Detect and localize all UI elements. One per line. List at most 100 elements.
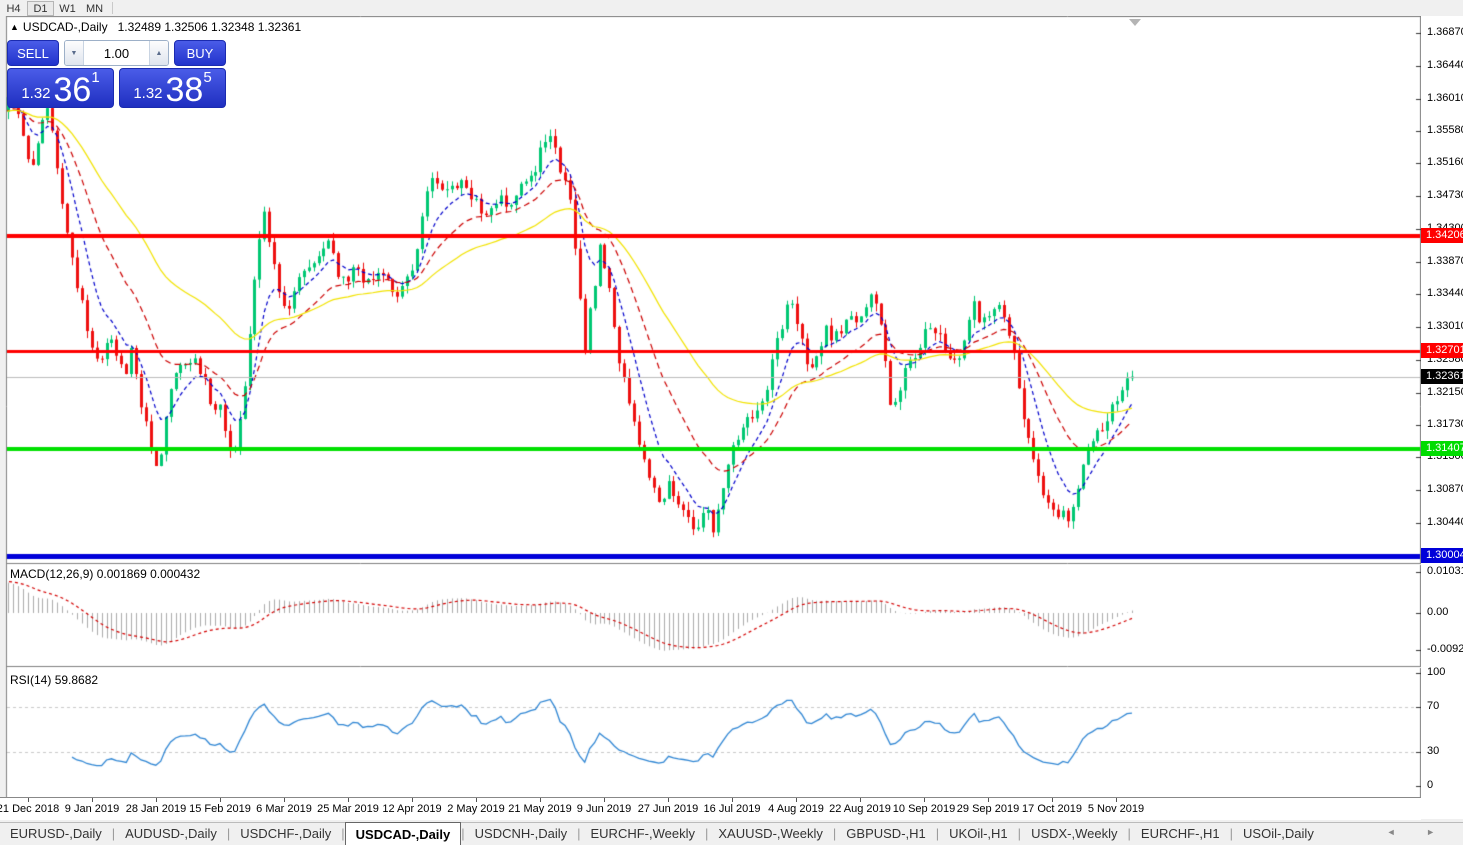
date-axis-tick-mark: [92, 798, 93, 802]
chart-tab-usdcad-daily[interactable]: USDCAD-,Daily: [344, 822, 462, 845]
date-axis-tick-mark: [284, 798, 285, 802]
buy-button[interactable]: BUY: [174, 40, 226, 66]
buy-price-sup: 5: [203, 69, 212, 86]
tab-separator: |: [226, 826, 231, 841]
date-axis-tick-mark: [1052, 798, 1053, 802]
price-level-flag: 1.31407: [1421, 441, 1463, 457]
date-axis-tick-mark: [348, 798, 349, 802]
toolbar-separator: [112, 2, 113, 14]
date-axis-tick-mark: [988, 798, 989, 802]
price-axis-tick: 1.33870: [1427, 254, 1463, 267]
tab-separator: |: [705, 826, 709, 841]
date-axis-label: 4 Aug 2019: [768, 803, 824, 815]
date-axis-label: 27 Jun 2019: [637, 803, 699, 815]
date-axis-tick-mark: [156, 798, 157, 802]
rsi-axis-tick: 0: [1427, 778, 1434, 791]
sell-price-prefix: 1.32: [21, 85, 51, 102]
date-axis-label: 22 Aug 2019: [829, 803, 891, 815]
price-level-flag: 1.32361: [1421, 368, 1463, 384]
volume-input[interactable]: [84, 41, 149, 65]
chart-tab-eurusd-daily[interactable]: EURUSD-,Daily: [10, 826, 102, 841]
date-axis-label: 5 Nov 2019: [1087, 803, 1145, 815]
chart-tab-gbpusd-h1[interactable]: GBPUSD-,H1: [846, 826, 926, 841]
price-level-flag: 1.34206: [1421, 227, 1463, 243]
date-axis-label: 10 Sep 2019: [892, 803, 956, 815]
date-axis-tick-mark: [1116, 798, 1117, 802]
chart-tab-ukoil-h1[interactable]: UKOil-,H1: [949, 826, 1008, 841]
rsi-value: 59.8682: [54, 673, 99, 687]
tab-separator: |: [1017, 826, 1022, 841]
date-axis-label: 9 Jun 2019: [576, 803, 632, 815]
price-chart-canvas[interactable]: [0, 16, 1421, 797]
date-axis-label: 15 Feb 2019: [189, 803, 251, 815]
buy-price-big: 38: [165, 71, 204, 109]
date-axis-label: 12 Apr 2019: [382, 803, 442, 815]
date-axis-label: 25 Mar 2019: [317, 803, 379, 815]
timeframe-button-h4[interactable]: H4: [6, 2, 21, 15]
rsi-axis-tick: 30: [1427, 744, 1440, 757]
tab-separator: |: [461, 826, 465, 841]
buy-price-prefix: 1.32: [133, 85, 163, 102]
timeframe-button-mn[interactable]: MN: [85, 2, 104, 15]
timeframe-button-d1[interactable]: D1: [27, 0, 54, 16]
tab-separator: |: [1127, 826, 1131, 841]
chart-tab-xauusd-weekly[interactable]: XAUUSD-,Weekly: [718, 826, 823, 841]
tab-scroll-arrows[interactable]: ◄ ►: [1386, 827, 1449, 837]
chart-tab-eurchf-weekly[interactable]: EURCHF-,Weekly: [590, 826, 696, 841]
date-axis-tick-mark: [220, 798, 221, 802]
macd-axis-tick: -0.009203: [1427, 642, 1463, 655]
price-axis-tick: 1.33440: [1427, 287, 1463, 300]
tab-separator: |: [832, 826, 837, 841]
chart-tab-usoil-daily[interactable]: USOil-,Daily: [1243, 826, 1314, 841]
buy-price-display[interactable]: 1.32 38 5: [119, 68, 226, 108]
date-axis-tick-mark: [604, 798, 605, 802]
price-axis-tick: 1.36440: [1427, 58, 1463, 71]
macd-axis-tick: 0.010311: [1427, 565, 1463, 577]
chart-tab-eurchf-h1[interactable]: EURCHF-,H1: [1140, 826, 1220, 841]
date-axis-tick-mark: [860, 798, 861, 802]
price-axis-tick: 1.30440: [1427, 515, 1463, 528]
triangle-up-icon: ▲: [155, 49, 163, 57]
tab-separator: |: [577, 826, 581, 841]
date-axis-tick-mark: [28, 798, 29, 802]
volume-increase-button[interactable]: ▲: [149, 41, 168, 65]
price-axis-tick: 1.35580: [1427, 124, 1463, 137]
chart-window: ▲ USDCAD-,Daily 1.32489 1.32506 1.32348 1.…: [0, 16, 1463, 820]
date-axis-tick-mark: [412, 798, 413, 802]
sell-price-sup: 1: [91, 69, 100, 86]
date-axis-label: 21 Dec 2018: [0, 803, 60, 815]
date-axis[interactable]: 21 Dec 2018 9 Jan 2019 28 Jan 2019 15 Feb 2…: [0, 797, 1421, 820]
tab-separator: |: [341, 826, 345, 841]
price-axis-tick: 1.30870: [1427, 483, 1463, 496]
chart-tab-usdcnh-daily[interactable]: USDCNH-,Daily: [474, 826, 568, 841]
chart-tab-audusd-daily[interactable]: AUDUSD-,Daily: [125, 826, 217, 841]
macd-name: MACD(12,26,9): [10, 567, 94, 581]
price-axis[interactable]: 1.36870 1.36440 1.36010 1.35580 1.35160 1.347…: [1421, 16, 1463, 819]
date-axis-tick-mark: [732, 798, 733, 802]
volume-decrease-button[interactable]: ▼: [65, 41, 84, 65]
macd-indicator-label: MACD(12,26,9) 0.001869 0.000432: [10, 567, 200, 581]
volume-control: ▼ ▲: [64, 40, 169, 66]
macd-axis-tick: 0.00: [1427, 606, 1449, 618]
price-level-flag: 1.32701: [1421, 342, 1463, 358]
chart-title-ohlc: ▲ USDCAD-,Daily 1.32489 1.32506 1.32348 1.…: [10, 20, 301, 34]
price-axis-tick: 1.33010: [1427, 320, 1463, 333]
rsi-axis-tick: 100: [1427, 666, 1446, 678]
macd-values: 0.001869 0.000432: [96, 567, 201, 581]
price-axis-tick: 1.35160: [1427, 156, 1463, 169]
chart-tab-usdchf-daily[interactable]: USDCHF-,Daily: [240, 826, 332, 841]
date-axis-label: 21 May 2019: [508, 803, 572, 815]
sell-button[interactable]: SELL: [7, 40, 59, 66]
date-axis-tick-mark: [924, 798, 925, 802]
date-axis-label: 29 Sep 2019: [956, 803, 1020, 815]
sell-price-display[interactable]: 1.32 36 1: [7, 68, 114, 108]
date-axis-label: 6 Mar 2019: [256, 803, 312, 815]
timeframe-button-w1[interactable]: W1: [59, 2, 76, 15]
chart-shift-marker-icon[interactable]: [1129, 19, 1141, 26]
chart-tab-usdx-weekly[interactable]: USDX-,Weekly: [1031, 826, 1118, 841]
date-axis-tick-mark: [476, 798, 477, 802]
rsi-indicator-label: RSI(14) 59.8682: [10, 673, 98, 687]
price-axis-tick: 1.32150: [1427, 385, 1463, 398]
